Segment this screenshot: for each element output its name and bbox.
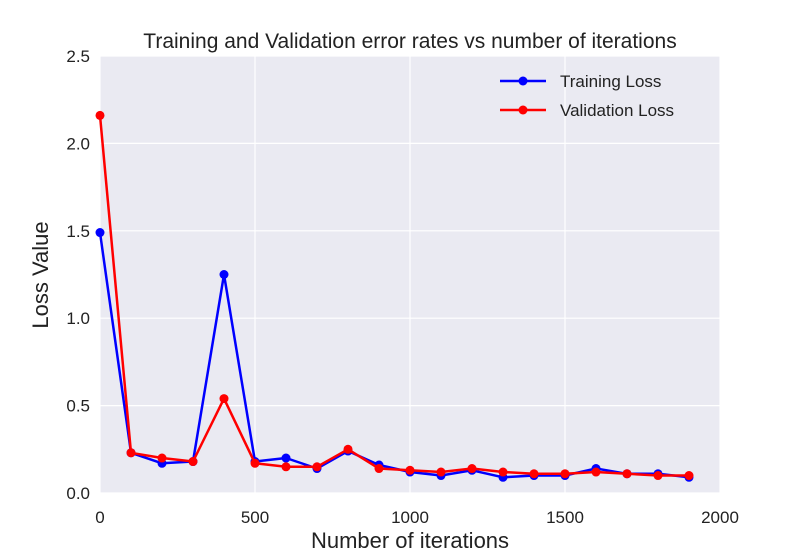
data-point-validation-loss xyxy=(529,469,539,479)
grid xyxy=(99,55,721,494)
series-line-validation-loss xyxy=(98,115,689,477)
data-point-validation-loss xyxy=(281,462,291,472)
data-point-validation-loss xyxy=(219,394,229,404)
data-point-validation-loss xyxy=(560,469,570,479)
data-point-validation-loss xyxy=(436,467,446,477)
data-point-validation-loss xyxy=(157,453,167,463)
x-axis-label: Number of iterations xyxy=(311,528,509,550)
x-tick-label: 0 xyxy=(95,508,104,527)
data-point-validation-loss xyxy=(250,458,260,468)
ticks: 0 500 1000 1500 2000 0.0 0.5 1.0 1.5 2.0 2.5 xyxy=(66,47,739,527)
data-point-validation-loss xyxy=(405,465,415,475)
data-point-validation-loss xyxy=(95,110,105,120)
data-point-validation-loss xyxy=(467,464,477,474)
y-tick-label: 0.5 xyxy=(66,397,90,416)
legend-label-validation: Validation Loss xyxy=(560,101,674,120)
data-point-validation-loss xyxy=(343,444,353,454)
x-tick-label: 500 xyxy=(241,508,269,527)
y-tick-label: 2.5 xyxy=(66,47,90,66)
data-point-training-loss xyxy=(281,453,291,463)
data-point-validation-loss xyxy=(374,464,384,474)
series-layer xyxy=(95,110,694,482)
legend-marker-training xyxy=(518,76,528,86)
y-tick-label: 1.5 xyxy=(66,222,90,241)
chart-title: Training and Validation error rates vs n… xyxy=(143,30,676,53)
data-point-training-loss xyxy=(95,228,105,238)
legend-label-training: Training Loss xyxy=(560,72,661,91)
data-point-training-loss xyxy=(219,270,229,279)
y-axis-label: Loss Value xyxy=(28,221,53,328)
legend-marker-validation xyxy=(518,105,528,115)
data-point-validation-loss xyxy=(312,462,322,472)
data-point-validation-loss xyxy=(498,467,508,477)
data-point-validation-loss xyxy=(653,471,663,481)
data-point-validation-loss xyxy=(622,469,632,479)
legend: Training Loss Validation Loss xyxy=(500,72,674,120)
data-point-validation-loss xyxy=(684,471,694,481)
x-tick-label: 1000 xyxy=(391,508,429,527)
y-tick-label: 1.0 xyxy=(66,309,90,328)
x-tick-label: 1500 xyxy=(546,508,584,527)
y-tick-label: 2.0 xyxy=(66,134,90,153)
x-tick-label: 2000 xyxy=(701,508,739,527)
data-point-validation-loss xyxy=(591,467,601,477)
y-tick-label: 0.0 xyxy=(66,484,90,503)
data-point-validation-loss xyxy=(126,448,136,458)
data-point-validation-loss xyxy=(188,457,198,467)
